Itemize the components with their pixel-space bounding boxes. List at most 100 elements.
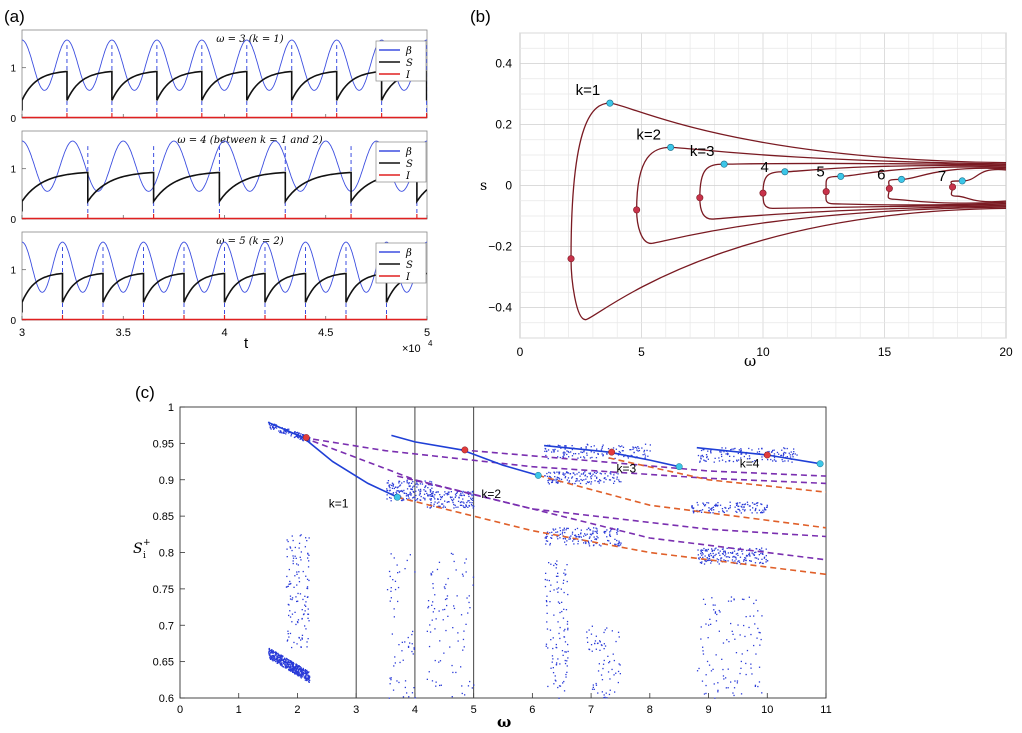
panel-c-scatter-point — [391, 487, 394, 489]
panel-c-scatter-point — [462, 492, 464, 494]
panel-b-red-point — [949, 183, 957, 191]
panel-c-scatter-point — [470, 498, 473, 501]
panel-c-scatter-point — [390, 497, 392, 499]
panel-c-scatter-point — [562, 473, 564, 475]
panel-c-scatter-point — [300, 669, 302, 671]
panel-c-scatter-point — [587, 481, 589, 484]
panel-b-curve-upper — [635, 146, 1007, 210]
panel-c-scatter-point — [705, 623, 707, 625]
panel-c-scatter-point — [397, 490, 399, 492]
panel-c-scatter-point — [705, 560, 707, 562]
panel-c-scatter-point — [589, 473, 591, 475]
panel-c-scatter-point — [300, 674, 302, 676]
panel-c-scatter-point — [602, 455, 604, 457]
panel-c-scatter-point — [557, 686, 559, 689]
panel-c-scatter-point — [296, 673, 298, 675]
panel-c-scatter-point — [587, 540, 589, 542]
panel-c-scatter-point — [712, 668, 714, 670]
panel-c-scatter-point — [423, 489, 425, 491]
panel-c-scatter-point — [391, 484, 393, 487]
panel-c-branch-label: k=4 — [740, 456, 760, 470]
panel-c-scatter-point — [546, 535, 548, 538]
panel-c-scatter-point — [588, 545, 591, 547]
panel-c-scatter-point — [579, 482, 582, 485]
panel-c-scatter-point — [472, 497, 474, 499]
panel-c-scatter-point — [300, 438, 303, 440]
panel-c-scatter-point — [585, 447, 587, 449]
panel-c-scatter-point — [762, 562, 764, 565]
panel-c-scatter-point — [745, 557, 747, 559]
panel-c-red-point — [461, 446, 469, 454]
panel-c-scatter-point — [754, 684, 757, 686]
panel-c-scatter-point — [741, 453, 743, 455]
panel-c-scatter-point — [455, 495, 457, 497]
panel-c-scatter-point — [298, 547, 300, 549]
panel-c-scatter-point — [439, 640, 441, 642]
panel-c-scatter-point — [744, 509, 746, 511]
panel-c-scatter-point — [703, 448, 705, 451]
panel-c-scatter-point — [296, 435, 298, 437]
panel-c-scatter-point — [296, 563, 298, 565]
panel-c-scatter-point — [599, 479, 601, 481]
panel-c-scatter-point — [599, 641, 601, 643]
panel-c-scatter-point — [550, 537, 552, 539]
panel-c-scatter-point — [758, 509, 761, 511]
panel-c-scatter-point — [729, 552, 732, 554]
panel-c-scatter-point — [549, 542, 551, 545]
panel-c-scatter-point — [284, 431, 286, 433]
panel-c-scatter-point — [284, 663, 286, 665]
panel-c-scatter-point — [413, 491, 415, 493]
panel-c-scatter-point — [743, 598, 745, 601]
panel-c-scatter-point — [282, 432, 284, 434]
panel-c-scatter-point — [410, 494, 412, 496]
panel-c-scatter-point — [274, 656, 276, 658]
panel-c-scatter-point — [609, 678, 611, 680]
panel-c-scatter-point — [547, 457, 549, 460]
panel-c-scatter-point — [598, 480, 600, 482]
panel-c-scatter-point — [709, 559, 711, 561]
panel-c-scatter-point — [734, 447, 736, 450]
panel-c-scatter-point — [782, 455, 784, 457]
panel-b-curve-lower — [699, 197, 1007, 220]
panel-b-red-point — [759, 189, 767, 197]
panel-c-scatter-point — [305, 678, 307, 680]
panel-c-scatter-point — [391, 482, 394, 484]
panel-c-scatter-point — [760, 549, 762, 551]
panel-c-scatter-point — [564, 531, 566, 534]
panel-c-scatter-point — [448, 491, 450, 493]
panel-c-scatter-point — [288, 659, 290, 661]
panel-c-scatter-point — [610, 528, 612, 530]
panel-c-scatter-point — [586, 476, 588, 478]
panel-c-scatter-point — [389, 484, 391, 486]
panel-c-scatter-point — [704, 550, 706, 552]
panel-c-scatter-point — [271, 658, 273, 660]
panel-c-scatter-point — [562, 582, 564, 584]
panel-c-scatter-point — [388, 485, 390, 488]
panel-c-scatter-point — [581, 539, 583, 541]
panel-c-scatter-point — [754, 460, 756, 462]
panel-c-scatter-point — [439, 496, 442, 498]
panel-c-scatter-point — [618, 663, 620, 665]
panel-c-scatter-point — [390, 590, 392, 592]
panel-c-scatter-point — [309, 437, 311, 439]
panel-c-scatter-point — [748, 554, 751, 556]
panel-c-scatter-point — [544, 578, 546, 581]
panel-c-scatter-point — [783, 451, 785, 454]
panel-c-scatter-point — [600, 545, 602, 547]
panel-c-scatter-point — [290, 433, 293, 436]
panel-c-scatter-point — [268, 653, 270, 655]
panel-c-branch-label: k=2 — [481, 487, 501, 501]
panel-c-scatter-point — [566, 540, 568, 542]
panel-c-scatter-point — [733, 455, 735, 458]
panel-c-scatter-point — [430, 502, 432, 504]
panel-c-scatter-point — [427, 605, 430, 608]
panel-c-scatter-point — [762, 511, 764, 514]
panel-c-scatter-point — [733, 687, 736, 689]
panel-c-scatter-point — [465, 571, 467, 573]
panel-c-scatter-point — [593, 536, 595, 538]
panel-c-scatter-point — [758, 448, 760, 450]
panel-c-scatter-point — [618, 445, 620, 447]
panel-b-curve-upper — [762, 164, 1007, 194]
panel-c-scatter-point — [568, 481, 570, 483]
panel-c-scatter-point — [603, 694, 605, 696]
